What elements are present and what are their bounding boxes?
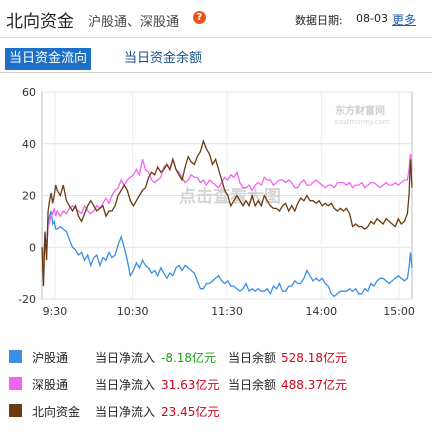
x-tick-label: 10:30 [117,305,149,318]
y-tick-label: 20 [22,190,36,203]
help-icon[interactable]: ? [193,11,206,24]
tab-daily-balance[interactable]: 当日资金余额 [124,51,203,66]
flow-label: 当日净流入 [95,405,156,419]
balance-label: 当日余额 [228,351,277,365]
more-link[interactable]: 更多 [392,13,417,27]
y-tick-label: 60 [22,86,36,99]
flow-label: 当日净流入 [95,378,156,392]
subtitle-link[interactable]: 沪股通、深股通 [88,15,180,30]
tab-divider [0,72,432,73]
y-tick-label: 0 [29,241,36,254]
tab-bar: 当日资金流向 当日资金余额 [0,44,432,72]
balance-value: 488.37亿元 [281,378,347,392]
series-line-0 [41,210,413,298]
x-tick-label: 9:30 [43,305,68,318]
flow-label: 当日净流入 [95,351,156,365]
header-bar: 北向资金 沪股通、深股通 ? 数据日期: 08-03 更多 [0,0,432,38]
legend-swatch-north [9,404,22,417]
flow-value: 31.63亿元 [161,378,220,392]
x-tick-label: 15:00 [383,305,415,318]
legend-swatch-hgt [9,350,22,363]
flow-value: -8.18亿元 [161,351,217,365]
page-title: 北向资金 [6,12,74,32]
tab-daily-flow[interactable]: 当日资金流向 [5,48,92,70]
watermark-text: 点击查看大图 [179,186,281,207]
x-tick-label: 11:30 [211,305,243,318]
series-line-2 [41,139,413,287]
legend-row-north: 北向资金 当日净流入 23.45亿元 [0,399,432,423]
legend-name: 沪股通 [32,351,69,365]
series-line-1 [41,154,413,263]
legend-name: 深股通 [32,378,69,392]
brand-url: eastmoney.com [334,118,389,126]
legend-swatch-sgt [9,377,22,390]
brand-logo: 东方财富网 [335,104,385,117]
legend-name: 北向资金 [32,405,81,419]
y-tick-label: -20 [18,293,36,306]
x-tick-label: 14:00 [305,305,337,318]
legend-row-hgt: 沪股通 当日净流入 -8.18亿元 当日余额 528.18亿元 [0,345,432,369]
date-value: 08-03 [356,12,388,25]
balance-value: 528.18亿元 [281,351,347,365]
date-label: 数据日期: [295,14,343,27]
northbound-flow-chart: 60 40 20 0 -20 9:30 10:30 11:30 14:00 15:00 点击查看大图… [18,86,415,318]
legend-row-sgt: 深股通 当日净流入 31.63亿元 当日余额 488.37亿元 [0,372,432,396]
balance-label: 当日余额 [228,378,277,392]
y-tick-label: 40 [22,138,36,151]
flow-value: 23.45亿元 [161,405,220,419]
